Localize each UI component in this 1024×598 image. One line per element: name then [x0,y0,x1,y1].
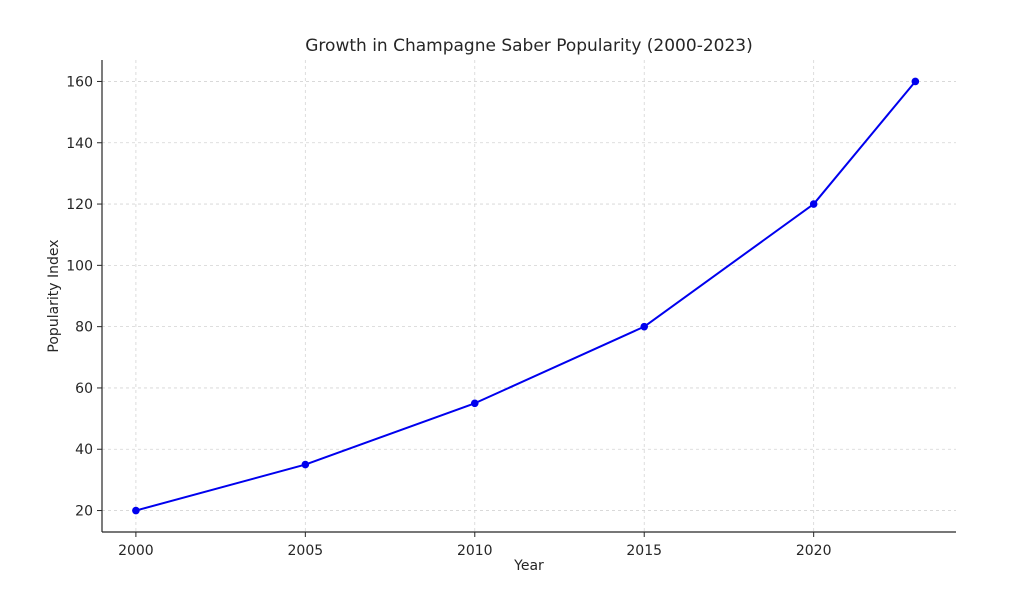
y-tick-label: 80 [75,320,93,336]
y-tick-label: 60 [75,381,93,397]
data-point [132,506,140,515]
y-tick-label: 40 [75,442,93,458]
x-axis-label: Year [513,558,544,574]
x-tick-label: 2020 [796,543,832,559]
y-axis-ticks: 20 40 60 80 100 120 140 160 [66,74,102,520]
y-tick-label: 100 [66,258,93,274]
y-tick-label: 20 [75,504,93,520]
x-tick-label: 2000 [118,543,154,559]
series-layer [132,77,920,515]
data-point [640,322,649,331]
y-axis-label: Popularity Index [46,239,62,352]
axes [101,60,956,533]
y-tick-label: 160 [66,74,93,90]
chart-title: Growth in Champagne Saber Popularity (20… [305,36,752,56]
grid [102,60,956,532]
data-point [911,77,920,86]
data-point [470,399,479,408]
data-point [301,460,310,469]
series-line [135,80,917,512]
x-tick-label: 2010 [457,543,493,559]
y-tick-label: 120 [66,197,93,213]
x-tick-label: 2015 [626,543,662,559]
x-axis-ticks: 2000 2005 2010 2015 2020 [118,532,831,559]
x-tick-label: 2005 [288,543,324,559]
data-point [809,200,818,208]
y-tick-label: 140 [66,136,93,152]
